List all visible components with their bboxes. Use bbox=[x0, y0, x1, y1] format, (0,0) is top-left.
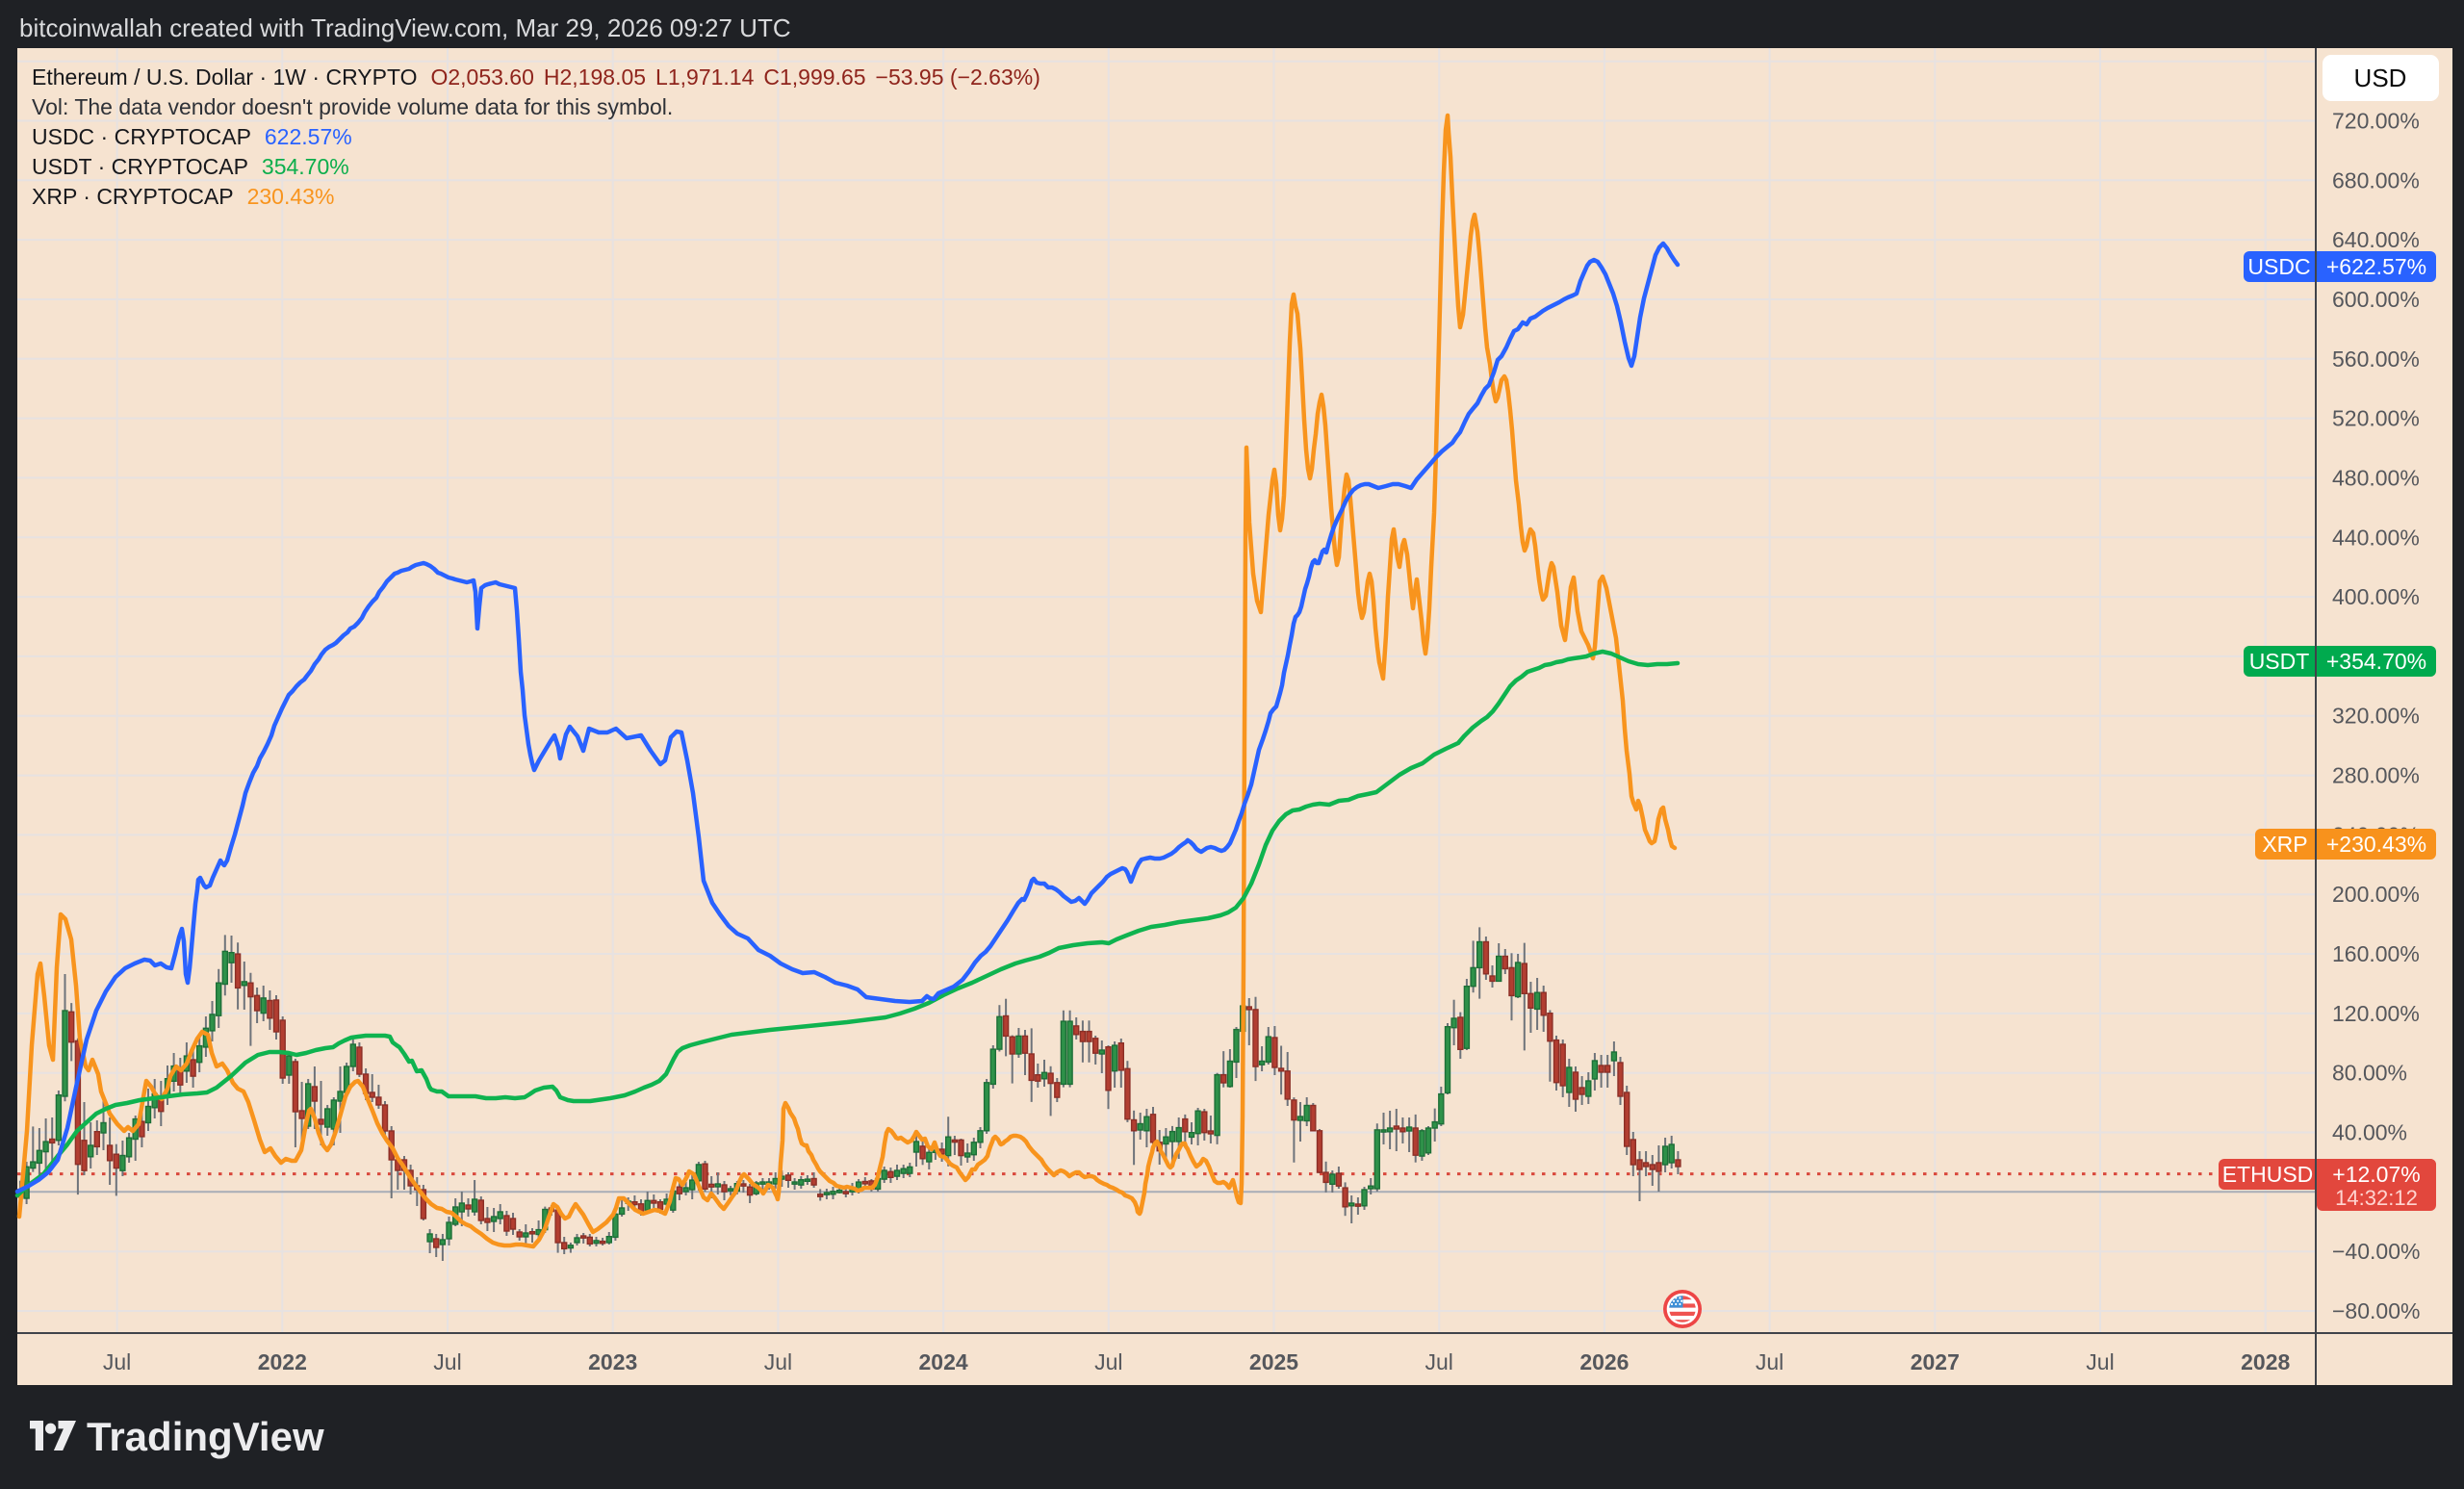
svg-text:400.00%: 400.00% bbox=[2332, 584, 2420, 609]
svg-text:Jul: Jul bbox=[764, 1349, 792, 1374]
svg-text:440.00%: 440.00% bbox=[2332, 525, 2420, 550]
svg-text:680.00%: 680.00% bbox=[2332, 167, 2420, 193]
svg-text:XRP: XRP bbox=[2262, 832, 2307, 857]
svg-text:Jul: Jul bbox=[103, 1349, 131, 1374]
svg-text:320.00%: 320.00% bbox=[2332, 704, 2420, 729]
svg-text:14:32:12: 14:32:12 bbox=[2335, 1186, 2418, 1210]
svg-text:2023: 2023 bbox=[588, 1349, 637, 1374]
svg-text:−80.00%: −80.00% bbox=[2332, 1298, 2420, 1323]
svg-text:USDC · CRYPTOCAP 622.57%: USDC · CRYPTOCAP 622.57% bbox=[32, 124, 352, 149]
svg-text:120.00%: 120.00% bbox=[2332, 1001, 2420, 1026]
svg-text:2027: 2027 bbox=[1911, 1349, 1960, 1374]
svg-text:480.00%: 480.00% bbox=[2332, 465, 2420, 490]
svg-text:+230.43%: +230.43% bbox=[2326, 832, 2426, 857]
svg-text:2024: 2024 bbox=[919, 1349, 968, 1374]
svg-text:200.00%: 200.00% bbox=[2332, 882, 2420, 907]
svg-text:280.00%: 280.00% bbox=[2332, 763, 2420, 788]
svg-text:2025: 2025 bbox=[1249, 1349, 1298, 1374]
svg-text:80.00%: 80.00% bbox=[2332, 1061, 2407, 1086]
svg-text:TradingView: TradingView bbox=[87, 1414, 324, 1459]
svg-text:Jul: Jul bbox=[433, 1349, 461, 1374]
svg-text:USDT · CRYPTOCAP 354.70%: USDT · CRYPTOCAP 354.70% bbox=[32, 154, 349, 179]
svg-text:640.00%: 640.00% bbox=[2332, 227, 2420, 252]
svg-text:Vol: The data vendor doesn't p: Vol: The data vendor doesn't provide vol… bbox=[32, 94, 673, 119]
svg-text:2022: 2022 bbox=[258, 1349, 307, 1374]
svg-text:Jul: Jul bbox=[1094, 1349, 1122, 1374]
svg-text:520.00%: 520.00% bbox=[2332, 406, 2420, 431]
svg-text:−40.00%: −40.00% bbox=[2332, 1239, 2420, 1264]
svg-text:160.00%: 160.00% bbox=[2332, 941, 2420, 966]
svg-text:ETHUSD: ETHUSD bbox=[2222, 1162, 2314, 1187]
svg-text:40.00%: 40.00% bbox=[2332, 1120, 2407, 1145]
svg-text:USDC: USDC bbox=[2247, 254, 2310, 279]
svg-text:bitcoinwallah created with Tra: bitcoinwallah created with TradingView.c… bbox=[19, 13, 791, 42]
svg-text:+622.57%: +622.57% bbox=[2326, 254, 2426, 279]
svg-text:+354.70%: +354.70% bbox=[2326, 649, 2426, 674]
svg-text:2028: 2028 bbox=[2241, 1349, 2290, 1374]
svg-text:Jul: Jul bbox=[1424, 1349, 1452, 1374]
svg-text:560.00%: 560.00% bbox=[2332, 347, 2420, 372]
svg-text:Jul: Jul bbox=[1756, 1349, 1784, 1374]
svg-text:2026: 2026 bbox=[1579, 1349, 1629, 1374]
svg-text:600.00%: 600.00% bbox=[2332, 287, 2420, 312]
svg-text:XRP · CRYPTOCAP 230.43%: XRP · CRYPTOCAP 230.43% bbox=[32, 184, 334, 209]
svg-text:720.00%: 720.00% bbox=[2332, 109, 2420, 134]
svg-text:USD: USD bbox=[2354, 64, 2407, 92]
svg-text:Jul: Jul bbox=[2086, 1349, 2114, 1374]
svg-text:USDT: USDT bbox=[2249, 649, 2310, 674]
svg-text:+12.07%: +12.07% bbox=[2332, 1162, 2420, 1187]
